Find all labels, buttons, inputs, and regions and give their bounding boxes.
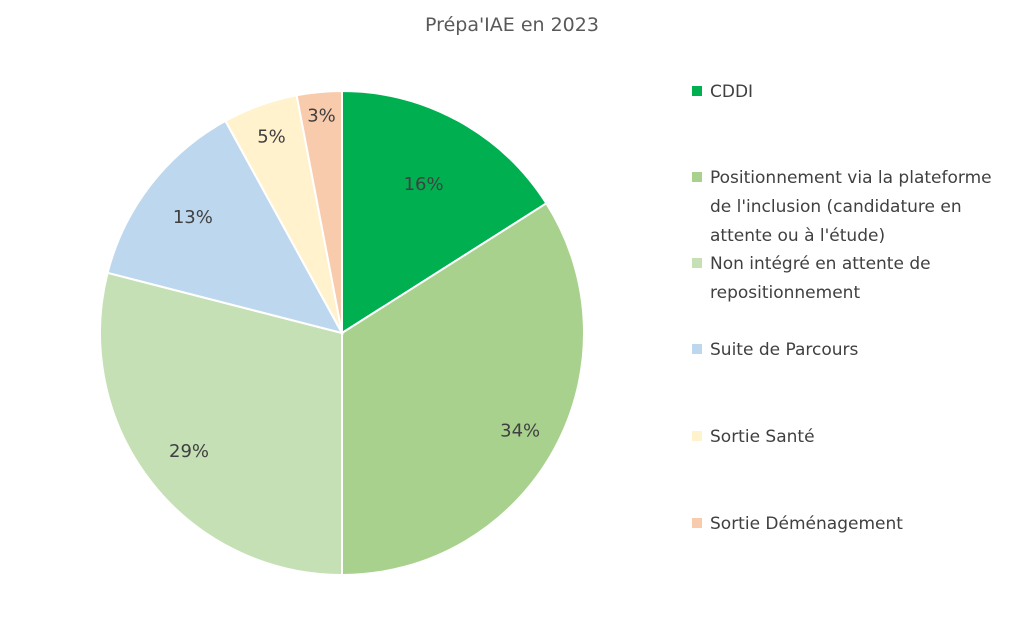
- legend-label: CDDI: [710, 82, 754, 102]
- pie-slice-4: [106, 119, 344, 335]
- legend-swatch: [692, 172, 702, 182]
- legend-swatch: [692, 258, 702, 268]
- pie-slice-3: [99, 271, 343, 577]
- legend-swatch: [692, 86, 702, 96]
- legend-swatch: [692, 344, 702, 354]
- legend-swatch: [692, 518, 702, 528]
- pie-slice-1: [341, 89, 548, 335]
- legend-label: Sortie Santé: [710, 427, 815, 447]
- slice-data-label-1: 16%: [404, 174, 444, 195]
- slice-data-label-6: 3%: [307, 106, 336, 127]
- legend-swatch: [692, 431, 702, 441]
- slice-data-label-4: 13%: [173, 207, 213, 228]
- slice-data-label-5: 5%: [257, 127, 286, 148]
- pie-slice-6: [295, 89, 343, 334]
- legend-label: Non intégré en attente de repositionneme…: [710, 254, 931, 303]
- slice-data-label-2: 34%: [500, 420, 540, 441]
- legend-label: Sortie Déménagement: [710, 514, 903, 534]
- slice-data-label-3: 29%: [169, 441, 209, 462]
- pie-slice-2: [341, 201, 585, 577]
- chart-title: Prépa'IAE en 2023: [425, 14, 599, 36]
- legend-label: Positionnement via la plateforme de l'in…: [710, 168, 992, 246]
- legend-label: Suite de Parcours: [710, 340, 859, 360]
